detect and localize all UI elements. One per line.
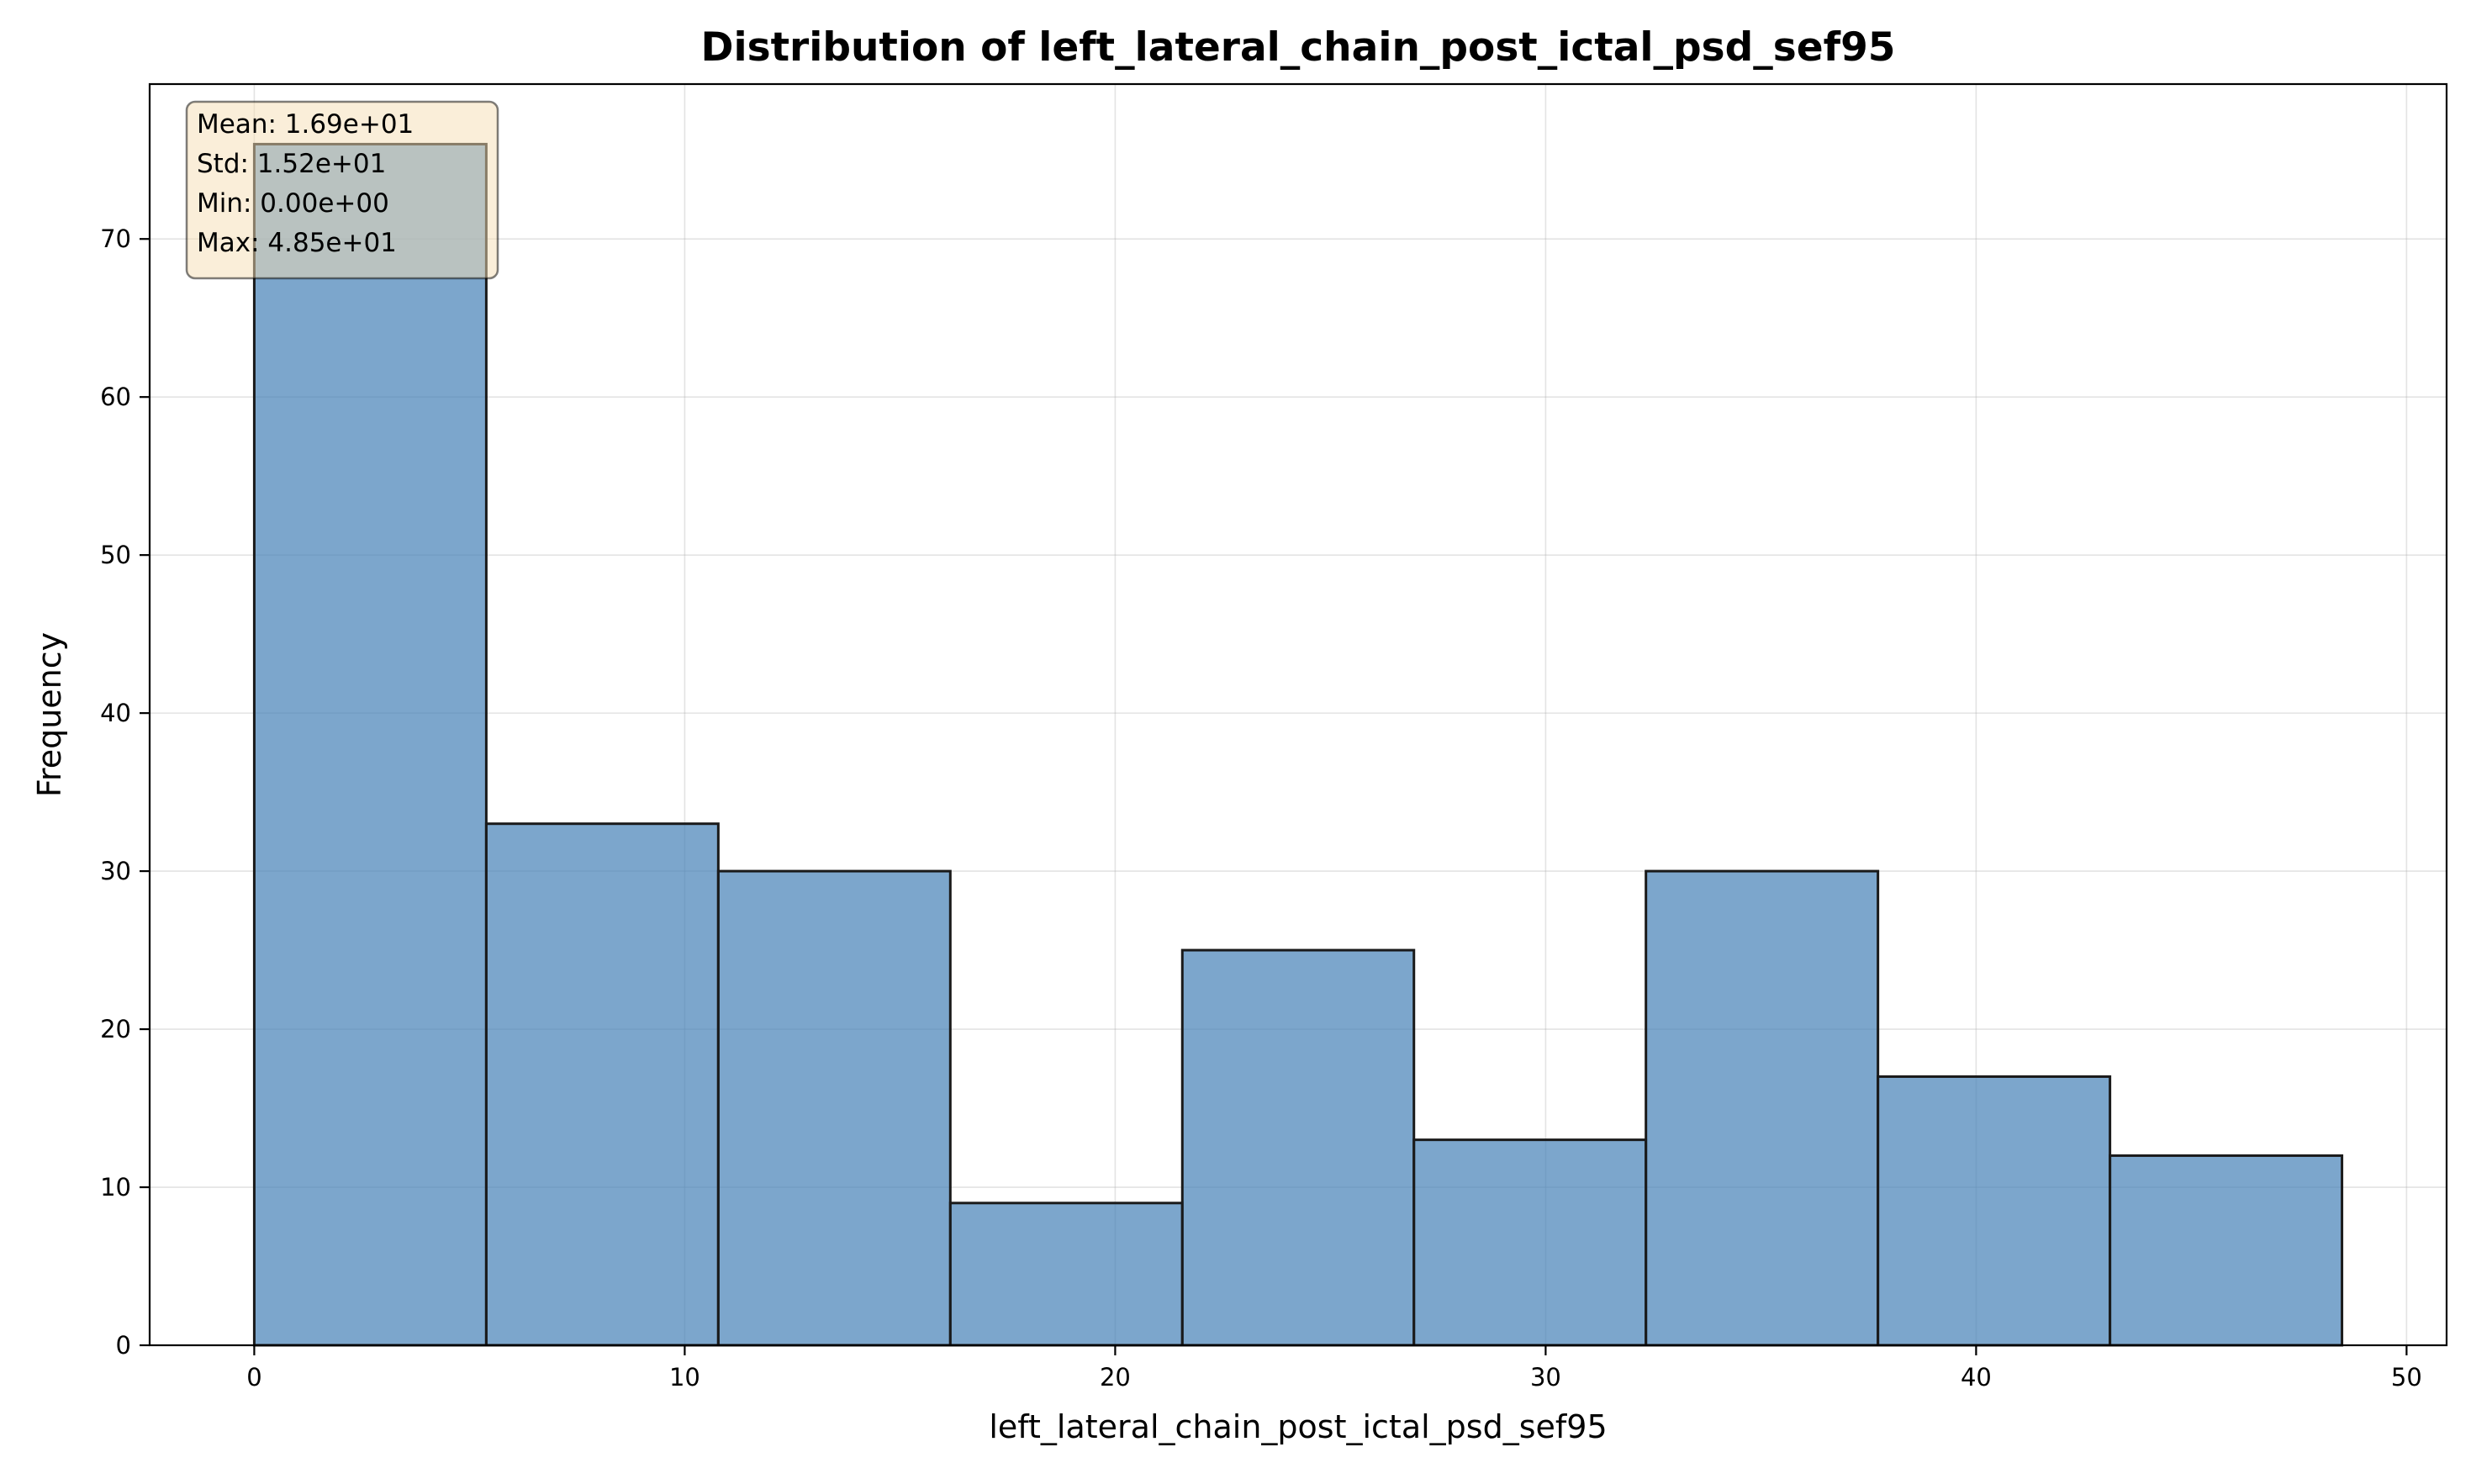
x-tick-label-4: 40: [1961, 1363, 1992, 1392]
histogram-bar-7: [1877, 1075, 2112, 1347]
y-axis-ticks: 0 10 20 30 40 50 60 70: [100, 224, 150, 1360]
x-tick-label-0: 0: [246, 1363, 261, 1392]
stats-max: Max: 4.85e+01: [197, 228, 397, 258]
x-tick-label-5: 50: [2391, 1363, 2422, 1392]
chart-title: Distribution of left_lateral_chain_post_…: [700, 24, 1895, 71]
x-axis-ticks: 0 10 20 30 40 50: [246, 1345, 2422, 1392]
y-tick-label-1: 10: [100, 1173, 131, 1201]
y-tick-label-2: 20: [100, 1015, 131, 1043]
y-tick-label-5: 50: [100, 541, 131, 569]
histogram-bar-8: [2109, 1154, 2344, 1347]
stats-box-background: [185, 100, 499, 280]
x-tick-label-2: 20: [1100, 1363, 1131, 1392]
stats-box: Mean: 1.69e+01 Std: 1.52e+01 Min: 0.00e+…: [185, 100, 499, 280]
x-tick-label-1: 10: [669, 1363, 700, 1392]
histogram-bar-5: [1412, 1138, 1648, 1347]
x-axis-label: left_lateral_chain_post_ictal_psd_sef95: [989, 1408, 1607, 1445]
bars: [252, 142, 2344, 1347]
histogram-bar-1: [484, 822, 720, 1347]
histogram-bar-4: [1180, 948, 1416, 1347]
stats-min: Min: 0.00e+00: [197, 188, 389, 219]
histogram-bar-6: [1645, 869, 1880, 1347]
y-tick-label-4: 40: [100, 699, 131, 727]
y-tick-label-7: 70: [100, 224, 131, 253]
y-tick-label-3: 30: [100, 857, 131, 885]
x-tick-label-3: 30: [1530, 1363, 1561, 1392]
stats-mean: Mean: 1.69e+01: [197, 109, 414, 140]
y-tick-label-6: 60: [100, 383, 131, 411]
histogram-bar-0: [252, 142, 488, 1347]
y-tick-label-0: 0: [116, 1331, 131, 1360]
plot-frame: [148, 82, 2448, 1347]
stats-std: Std: 1.52e+01: [197, 149, 386, 179]
y-axis-label: Frequency: [31, 632, 68, 797]
histogram-bar-2: [716, 869, 952, 1347]
histogram-bar-3: [948, 1201, 1184, 1347]
